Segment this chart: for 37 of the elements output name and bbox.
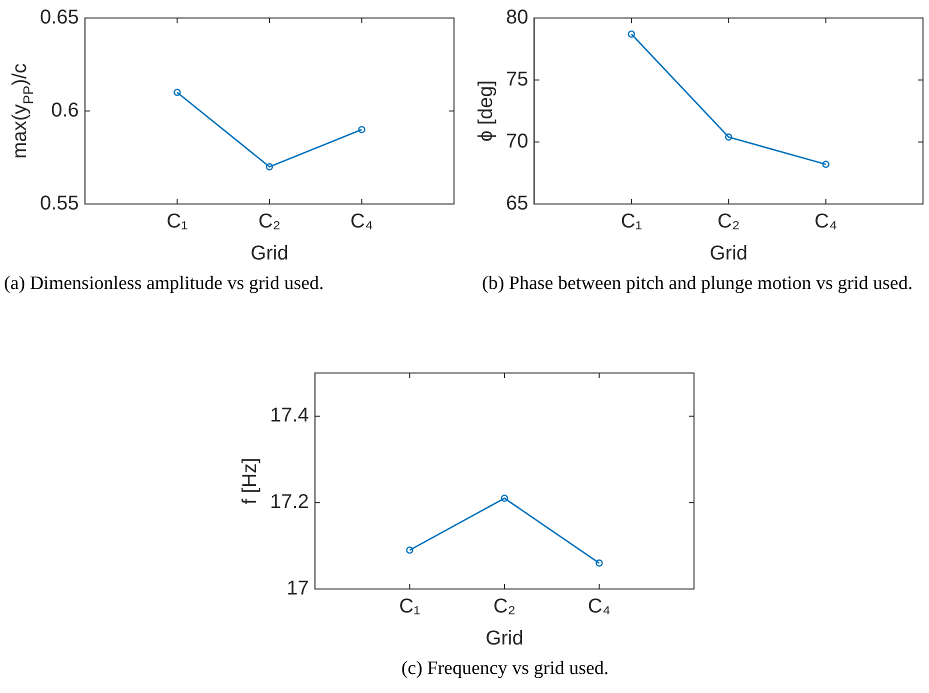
y-tick-label: 17.2 <box>270 491 309 514</box>
point <box>628 30 636 38</box>
y-tick-label: 65 <box>506 192 528 215</box>
point <box>406 546 414 554</box>
point <box>724 133 732 141</box>
x-tick-label: C₁ <box>399 596 421 618</box>
x-tick-label: C₂ <box>258 210 281 233</box>
point <box>266 163 274 170</box>
y-tick-label: 0.6 <box>51 100 79 122</box>
x-axis-title: Grid <box>710 242 748 265</box>
x-tick-label: C₄ <box>814 210 838 233</box>
y-tick-label: 17 <box>286 578 309 600</box>
y-tick-label: 70 <box>506 130 528 153</box>
text: (b) Phase between pitch and plunge motion vs grid used. <box>482 272 914 296</box>
x-tick-label: C₄ <box>350 210 374 233</box>
x-axis-title: Grid <box>250 242 288 265</box>
x-tick-label: C₂ <box>493 596 516 618</box>
y-tick-label: 80 <box>506 6 528 29</box>
point <box>500 494 508 502</box>
text: (a) Dimensionless amplitude vs grid used. <box>4 272 325 296</box>
point <box>822 160 830 168</box>
x-tick-label: C₄ <box>588 596 611 618</box>
text: (c) Frequency vs grid used. <box>400 657 610 681</box>
y-axis-title: max(yPP)/c <box>9 63 36 159</box>
y-axis-title: f [Hz] <box>239 458 261 504</box>
y-tick-label: 0.65 <box>40 6 79 29</box>
y-tick-label: 0.55 <box>40 192 79 215</box>
point <box>596 559 603 567</box>
point <box>358 126 366 134</box>
x-tick-label: C₁ <box>620 210 642 233</box>
x-tick-label: C₁ <box>166 210 188 233</box>
y-tick-label: 75 <box>506 68 528 91</box>
y-axis-title: ϕ [deg] <box>475 80 497 142</box>
x-tick-label: C₂ <box>718 210 740 233</box>
x-axis-title: Grid <box>486 628 524 650</box>
y-tick-label: 17.4 <box>270 404 309 427</box>
point <box>174 88 181 96</box>
